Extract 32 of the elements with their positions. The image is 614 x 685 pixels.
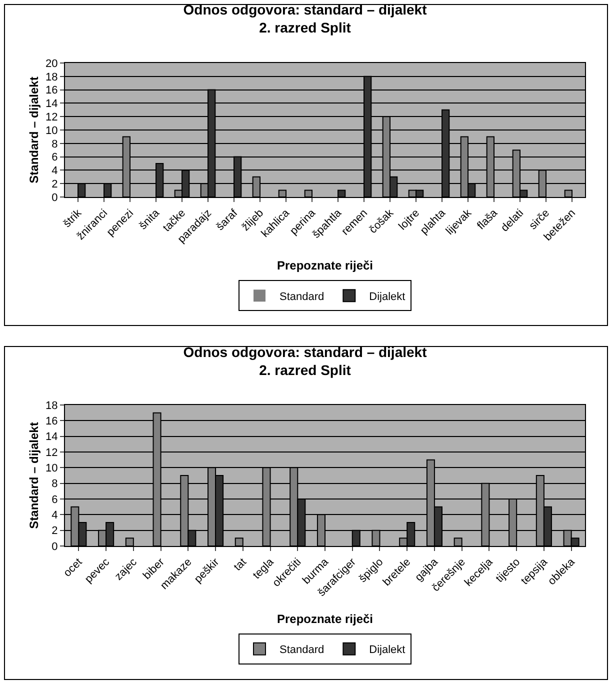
legend-label: Dijalekt [369, 644, 406, 656]
y-tick-label: 14 [46, 431, 58, 444]
legend-label: Standard [280, 290, 324, 303]
y-tick-label: 2 [52, 178, 58, 190]
x-tick-label: ocet [62, 556, 85, 580]
y-tick-label: 16 [46, 416, 58, 428]
y-tick-label: 20 [46, 58, 58, 70]
y-tick-label: 12 [46, 446, 58, 459]
y-tick-label: 8 [52, 138, 58, 150]
y-tick-label: 18 [46, 71, 58, 84]
y-axis-title: Standard – dijalekt [26, 422, 41, 529]
y-axis-title: Standard – dijalekt [26, 76, 41, 184]
y-tick-label: 0 [52, 192, 58, 204]
x-axis-title: Prepoznate riječi [276, 612, 374, 626]
y-tick-label: 6 [52, 494, 58, 506]
legend-label: Dijalekt [369, 290, 406, 303]
y-tick-label: 10 [46, 462, 58, 475]
y-tick-label: 14 [46, 98, 58, 110]
y-tick-label: 4 [52, 165, 58, 178]
x-axis-title: Prepoznate riječi [276, 258, 374, 272]
y-tick-label: 4 [52, 510, 58, 522]
y-tick-label: 8 [52, 478, 58, 490]
chart-title: Odnos odgovora: standard – dijalekt 2. razred Split [183, 344, 428, 378]
y-tick-label: 0 [52, 540, 58, 553]
y-tick-label: 18 [46, 400, 58, 412]
y-tick-label: 12 [46, 111, 58, 124]
x-tick-label: tat [232, 556, 249, 574]
y-tick-label: 2 [52, 525, 58, 538]
y-tick-label: 6 [52, 152, 58, 164]
y-tick-label: 10 [46, 124, 58, 137]
y-tick-label: 16 [46, 84, 58, 97]
legend-label: Standard [280, 644, 324, 656]
